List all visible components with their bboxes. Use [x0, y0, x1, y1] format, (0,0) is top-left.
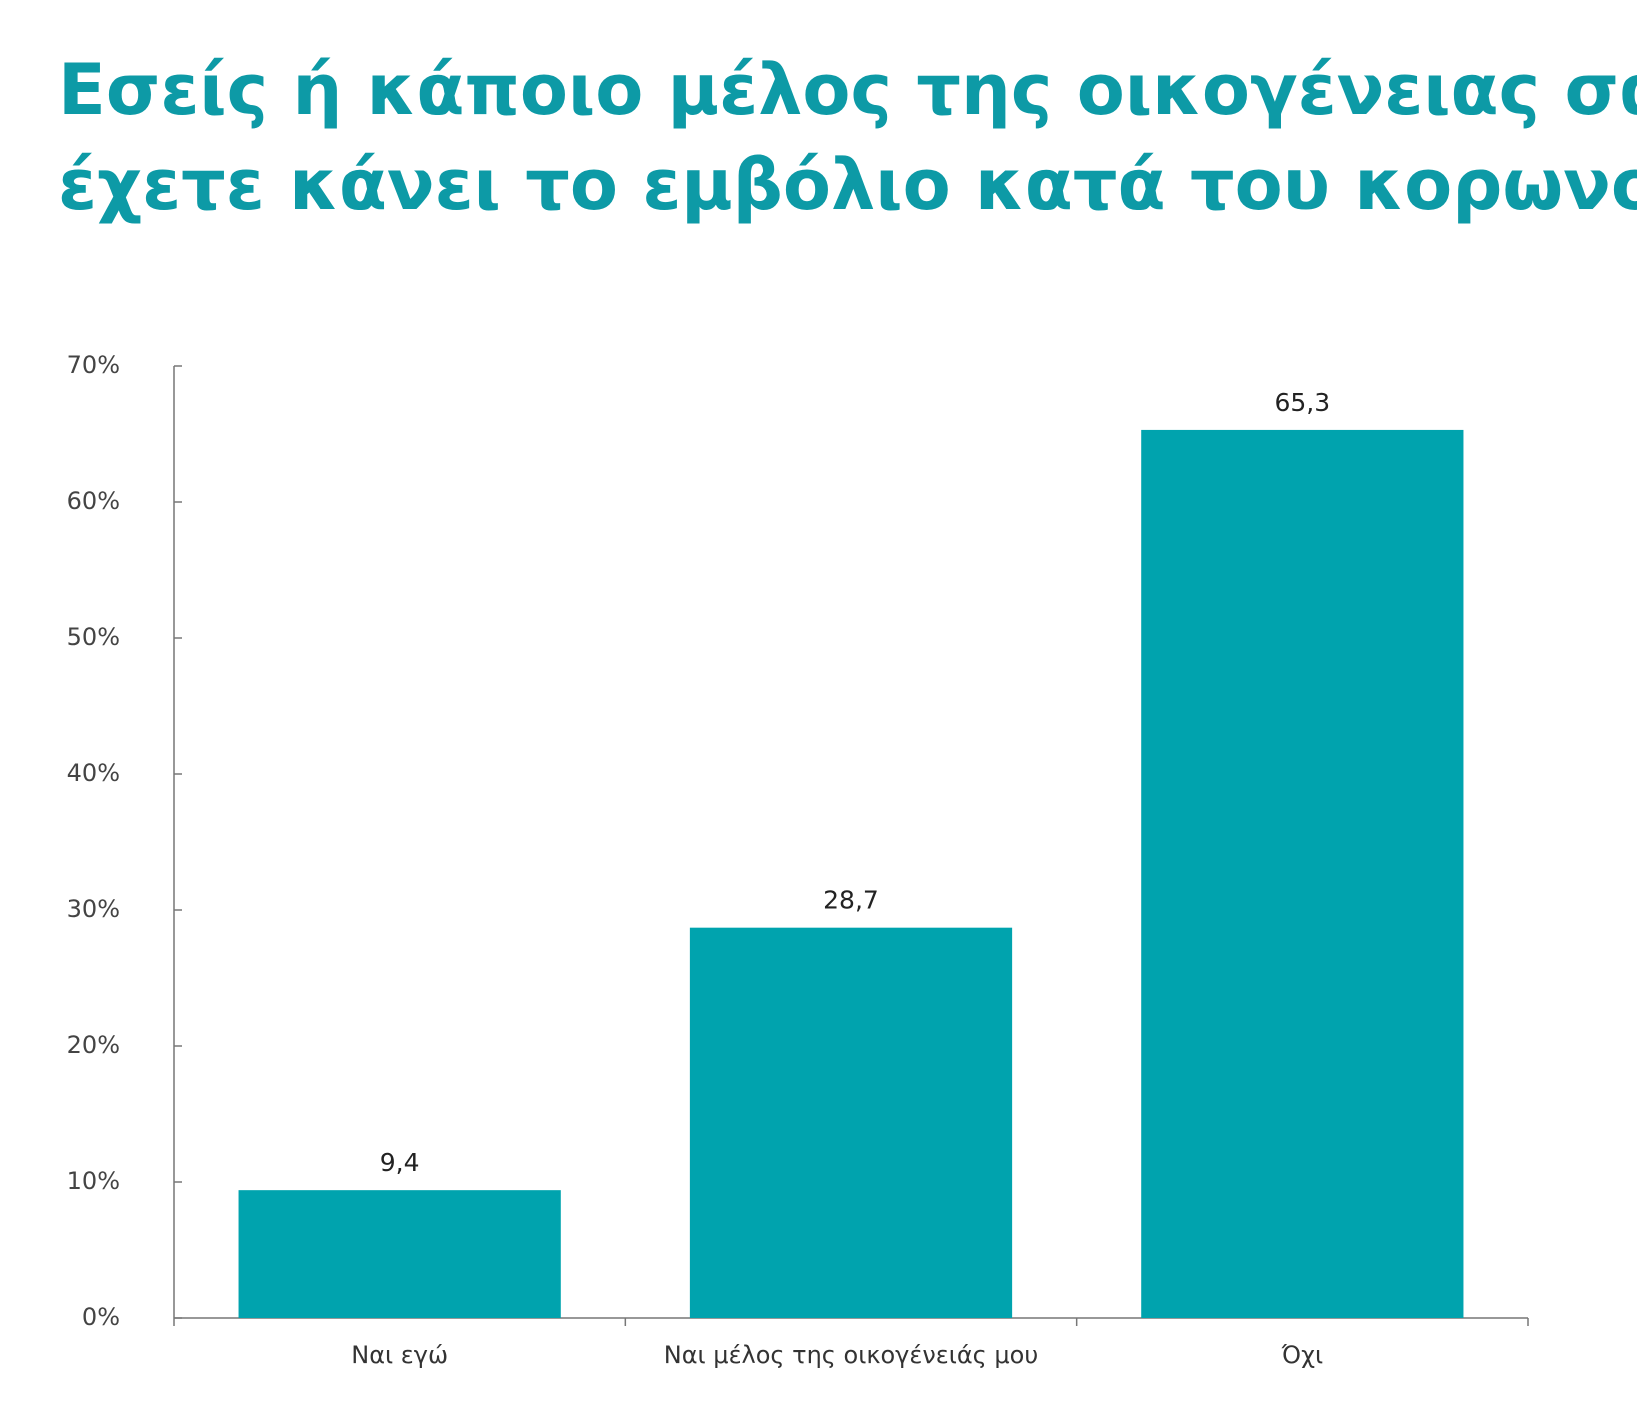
y-tick-label: 70%: [67, 351, 120, 379]
y-tick-label: 60%: [67, 487, 120, 515]
x-tick-label: Ναι εγώ: [351, 1341, 448, 1369]
x-tick-label: Ναι μέλος της οικογένειάς μου: [664, 1341, 1038, 1369]
bar: [238, 1190, 561, 1318]
bar: [1141, 429, 1464, 1318]
value-label: 65,3: [1274, 388, 1330, 417]
y-tick-label: 20%: [67, 1031, 120, 1059]
y-tick-label: 50%: [67, 623, 120, 651]
value-label: 9,4: [380, 1148, 420, 1177]
y-tick-label: 30%: [67, 895, 120, 923]
y-tick-label: 40%: [67, 759, 120, 787]
x-tick-label: Όχι: [1281, 1341, 1323, 1369]
y-tick-label: 10%: [67, 1167, 120, 1195]
y-tick-label: 0%: [82, 1303, 120, 1331]
bar: [689, 927, 1013, 1318]
value-label: 28,7: [823, 886, 879, 915]
chart-title: έχετε κάνει το εμβόλιο κατά του κορωνοϊο…: [58, 144, 1637, 226]
chart-title: Εσείς ή κάποιο μέλος της οικογένειας σας: [58, 49, 1637, 131]
